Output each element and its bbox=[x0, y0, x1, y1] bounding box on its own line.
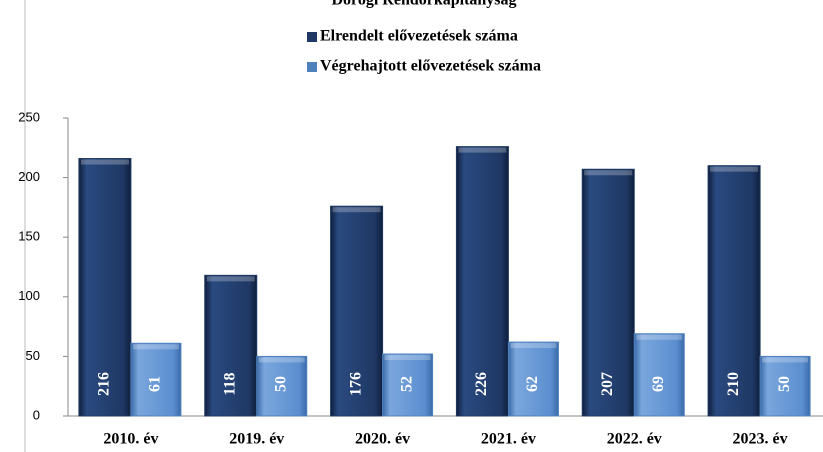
value-label: 118 bbox=[221, 372, 238, 395]
value-label: 69 bbox=[650, 376, 667, 392]
bar-cap bbox=[206, 276, 255, 282]
bar-cap bbox=[762, 357, 809, 363]
y-tick-label: 250 bbox=[18, 109, 40, 124]
y-tick-label: 150 bbox=[18, 229, 40, 244]
legend-swatch bbox=[307, 62, 317, 72]
value-label: 61 bbox=[147, 376, 164, 392]
bar-cap bbox=[132, 344, 179, 350]
value-label: 52 bbox=[398, 376, 415, 392]
legend-label: Elrendelt elővezetések száma bbox=[320, 28, 518, 45]
value-label: 176 bbox=[347, 372, 364, 396]
bar bbox=[581, 168, 635, 417]
bar bbox=[759, 355, 811, 417]
x-tick-label: 2019. év bbox=[229, 431, 284, 448]
y-tick-label: 0 bbox=[33, 407, 40, 422]
bar bbox=[204, 274, 258, 417]
y-tick-label: 100 bbox=[18, 288, 40, 303]
bar-cap bbox=[510, 343, 557, 349]
value-label: 216 bbox=[96, 372, 113, 396]
legend-swatch bbox=[307, 32, 317, 42]
chart-title: Dorogi Rendőrkapitányság bbox=[331, 0, 516, 9]
y-tick-label: 50 bbox=[26, 348, 40, 363]
value-label: 50 bbox=[272, 376, 289, 392]
y-tick-label: 200 bbox=[18, 169, 40, 184]
bar bbox=[707, 165, 761, 417]
bar bbox=[330, 205, 384, 417]
value-label: 210 bbox=[725, 372, 742, 396]
x-tick-label: 2010. év bbox=[103, 431, 158, 448]
bar-cap bbox=[584, 170, 633, 176]
x-tick-label: 2021. év bbox=[481, 431, 536, 448]
value-label: 207 bbox=[599, 372, 616, 396]
bar bbox=[507, 341, 559, 417]
bar-cap bbox=[710, 166, 759, 172]
bar-cap bbox=[458, 147, 507, 153]
bar bbox=[382, 353, 434, 417]
value-label: 50 bbox=[776, 376, 793, 392]
bar-cap bbox=[80, 159, 129, 165]
x-tick-label: 2020. év bbox=[355, 431, 410, 448]
bar-cap bbox=[636, 334, 683, 340]
value-label: 226 bbox=[473, 372, 490, 396]
x-tick-label: 2022. év bbox=[607, 431, 662, 448]
bar bbox=[130, 342, 182, 417]
legend-label: Végrehajtott elővezetések száma bbox=[320, 58, 541, 75]
bar bbox=[633, 333, 685, 417]
bar-cap bbox=[384, 355, 431, 361]
bar-cap bbox=[258, 357, 305, 363]
bar bbox=[78, 158, 132, 417]
x-tick-label: 2023. év bbox=[733, 431, 788, 448]
bar-cap bbox=[332, 207, 381, 213]
bar bbox=[256, 355, 308, 417]
value-label: 62 bbox=[524, 376, 541, 392]
bar bbox=[455, 146, 509, 417]
